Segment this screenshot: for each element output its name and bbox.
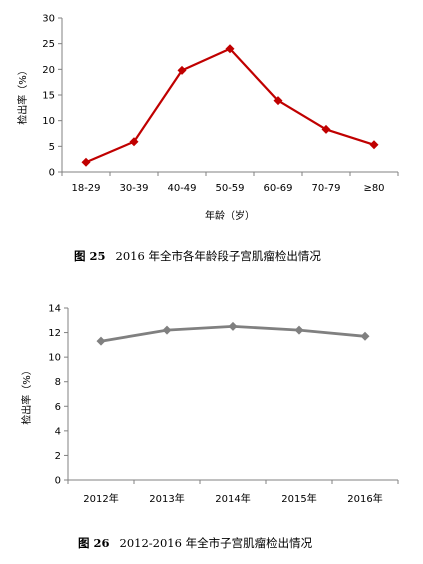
chart0-y-tick-label: 5 xyxy=(49,142,55,153)
chart0-x-tick-label: 50-59 xyxy=(215,183,244,194)
chart0-y-tick-label: 10 xyxy=(42,116,55,127)
chart1-y-tick-label: 12 xyxy=(48,328,61,339)
figure-25-title: 2016 年全市各年龄段子宫肌瘤检出情况 xyxy=(115,249,321,263)
chart0-x-tick-label: 60-69 xyxy=(263,183,292,194)
figure-26-title: 2012-2016 年全市子宫肌瘤检出情况 xyxy=(119,536,313,550)
chart0-y-tick-label: 15 xyxy=(42,91,55,102)
chart1-x-tick-label: 2014年 xyxy=(215,492,250,505)
figure-25-caption: 图 25 2016 年全市各年龄段子宫肌瘤检出情况 xyxy=(74,248,321,264)
chart1-y-tick-label: 0 xyxy=(55,476,61,487)
chart0-data-point xyxy=(321,124,331,134)
chart1-data-point xyxy=(228,321,238,331)
chart0-series-line xyxy=(85,47,375,164)
chart1-data-point xyxy=(294,325,304,335)
chart1-y-tick-label: 14 xyxy=(48,304,61,315)
figure-26-label: 图 26 xyxy=(78,536,110,550)
chart1-data-point xyxy=(96,336,106,346)
chart1-y-tick-label: 8 xyxy=(55,377,61,388)
chart0-data-point xyxy=(177,65,187,75)
chart1-y-tick-label: 10 xyxy=(48,353,61,364)
chart1-y-tick-label: 2 xyxy=(55,451,61,462)
chart0-data-point xyxy=(225,44,235,54)
chart0-x-tick-label: 30-39 xyxy=(119,183,148,194)
chart0-x-tick-label: 70-79 xyxy=(311,183,340,194)
chart1-data-point xyxy=(360,331,370,341)
chart0-data-point xyxy=(129,137,139,147)
chart0-y-tick-label: 20 xyxy=(42,65,55,76)
chart1-x-tick-label: 2015年 xyxy=(281,492,316,505)
chart1-x-tick-label: 2016年 xyxy=(347,492,382,505)
chart0-data-point xyxy=(81,157,91,167)
chart1-x-tick-label: 2013年 xyxy=(149,492,184,505)
chart0-data-point xyxy=(273,96,283,106)
chart1-y-axis-label: 检出率（%） xyxy=(20,365,33,425)
chart1-y-tick-label: 6 xyxy=(55,402,61,413)
chart1-y-tick-label: 4 xyxy=(55,426,61,437)
chart0-x-tick-label: ≥80 xyxy=(363,183,384,194)
chart0-y-tick-label: 30 xyxy=(42,14,55,25)
figure-26-caption: 图 26 2012-2016 年全市子宫肌瘤检出情况 xyxy=(78,535,312,551)
chart1-x-tick-label: 2012年 xyxy=(83,492,118,505)
chart1-data-point xyxy=(162,325,172,335)
chart0-data-point xyxy=(369,140,379,150)
chart0-y-tick-label: 25 xyxy=(42,39,55,50)
chart0-x-tick-label: 18-29 xyxy=(71,183,100,194)
chart0-x-axis-label: 年龄（岁） xyxy=(205,209,255,222)
chart0-x-tick-label: 40-49 xyxy=(167,183,196,194)
chart0-y-tick-label: 0 xyxy=(49,168,55,179)
chart0-y-axis-label: 检出率（%） xyxy=(16,65,29,125)
figure-25-label: 图 25 xyxy=(74,249,106,263)
